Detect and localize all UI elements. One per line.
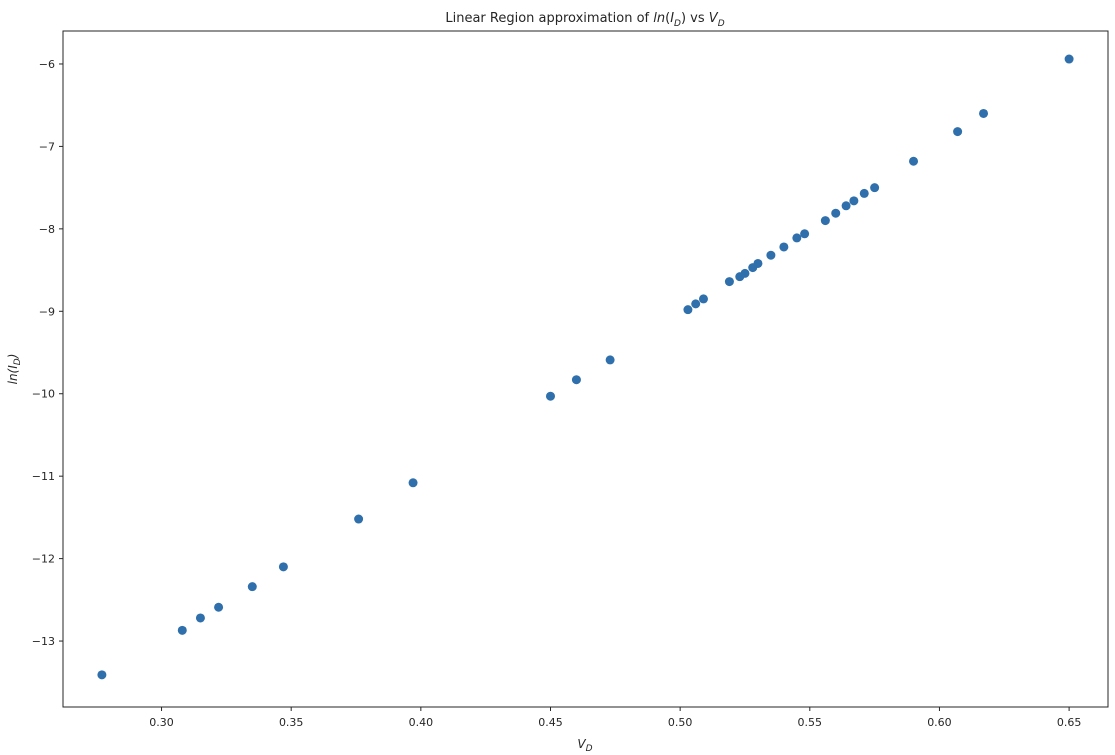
plot-area (62, 30, 1109, 708)
y-tick-label: −12 (32, 553, 55, 566)
y-tick-label: −13 (32, 635, 55, 648)
data-point (545, 391, 555, 401)
title-paren-close: ) (681, 11, 686, 26)
y-tick-label: −7 (39, 140, 55, 153)
data-point (247, 582, 257, 592)
y-tick-label: −9 (39, 305, 55, 318)
data-point (278, 562, 288, 572)
x-tick-label: 0.50 (668, 716, 693, 729)
y-axis-label-close: ) (6, 354, 20, 360)
data-points (97, 54, 1074, 680)
data-point (779, 242, 789, 252)
data-point (408, 478, 418, 488)
x-tick-label: 0.60 (927, 716, 952, 729)
data-point (683, 305, 693, 315)
data-point (605, 355, 615, 365)
title-v: V (709, 11, 719, 26)
data-point (870, 183, 880, 193)
data-point (97, 670, 107, 680)
y-tick-label: −10 (32, 388, 55, 401)
data-point (740, 268, 750, 278)
y-tick-label: −6 (39, 58, 55, 71)
data-point (979, 108, 989, 118)
x-axis-label: VD (577, 737, 592, 754)
data-point (792, 233, 802, 243)
y-axis-ticks: −6 −7 −8 −9 −10 −11 −12 −13 (32, 58, 63, 648)
data-point (953, 127, 963, 137)
data-point (571, 375, 581, 385)
x-tick-label: 0.30 (149, 716, 174, 729)
title-paren-open: ( (665, 11, 670, 26)
x-tick-label: 0.55 (798, 716, 823, 729)
y-axis-label-main: ln(I (6, 365, 20, 385)
x-axis-ticks: 0.30 0.35 0.40 0.45 0.50 0.55 0.60 0.65 (149, 707, 1081, 729)
data-point (909, 156, 919, 166)
x-tick-label: 0.65 (1057, 716, 1082, 729)
data-point (831, 208, 841, 218)
title-vs: vs (686, 11, 709, 26)
y-axis-label-subscript: D (13, 358, 23, 365)
x-tick-label: 0.45 (538, 716, 563, 729)
data-point (1064, 54, 1074, 64)
data-point (214, 602, 224, 612)
data-point (859, 188, 869, 198)
data-point (800, 229, 810, 239)
title-i: I (670, 11, 674, 26)
data-point (724, 277, 734, 287)
y-tick-label: −8 (39, 223, 55, 236)
data-point (354, 514, 364, 524)
title-v-subscript: D (718, 19, 725, 29)
data-point (820, 216, 830, 226)
x-axis-label-main: V (577, 737, 586, 751)
x-tick-label: 0.40 (409, 716, 434, 729)
data-point (849, 196, 859, 206)
data-point (177, 625, 187, 635)
y-tick-label: −11 (32, 470, 55, 483)
x-axis-label-subscript: D (586, 744, 593, 754)
data-point (753, 258, 763, 268)
data-point (698, 294, 708, 304)
data-point (195, 613, 205, 623)
data-point (691, 299, 701, 309)
y-axis-label: ln(ID) (6, 354, 23, 385)
data-point (841, 201, 851, 211)
chart-title: Linear Region approximation of ln(ID) vs… (445, 11, 724, 29)
x-tick-label: 0.35 (279, 716, 304, 729)
title-prefix: Linear Region approximation of (445, 11, 653, 26)
title-ln: ln (653, 11, 665, 26)
title-i-subscript: D (674, 19, 681, 29)
data-point (766, 250, 776, 260)
